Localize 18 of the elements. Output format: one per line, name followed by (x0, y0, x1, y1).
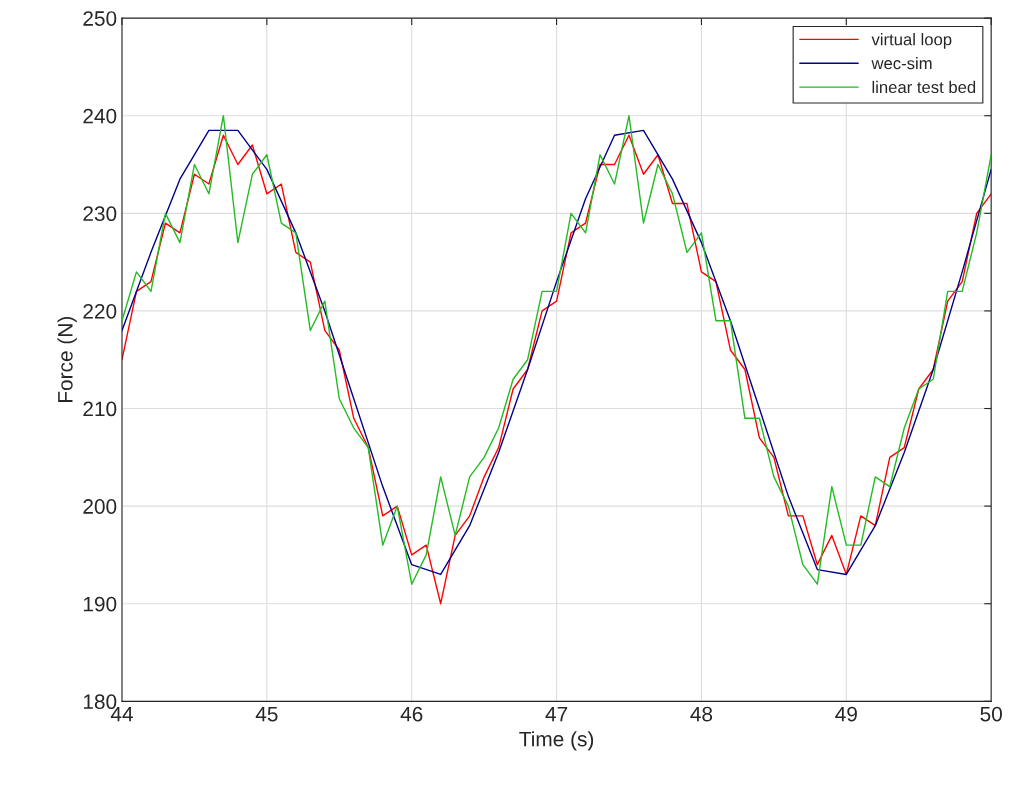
y-tick-label: 220 (83, 303, 117, 319)
x-tick-label: 49 (835, 706, 857, 722)
y-tick-label: 210 (83, 401, 117, 417)
y-axis-title: Force (N) (57, 317, 77, 402)
y-tick-label: 230 (83, 206, 117, 222)
x-tick-label: 47 (545, 706, 568, 722)
legend-label: wec-sim (871, 56, 932, 70)
x-tick-label: 46 (400, 706, 423, 722)
y-tick-label: 250 (83, 11, 117, 26)
legend-label: virtual loop (871, 33, 952, 49)
legend-label: linear test bed (872, 80, 976, 94)
y-tick-label: 200 (83, 499, 117, 514)
x-tick-label: 48 (690, 706, 713, 722)
y-tick-label: 240 (83, 108, 117, 124)
x-axis-title: Time (s) (519, 731, 594, 751)
x-tick-label: 45 (255, 706, 278, 722)
x-tick-label: 50 (980, 706, 1002, 722)
y-tick-label: 190 (83, 596, 117, 612)
